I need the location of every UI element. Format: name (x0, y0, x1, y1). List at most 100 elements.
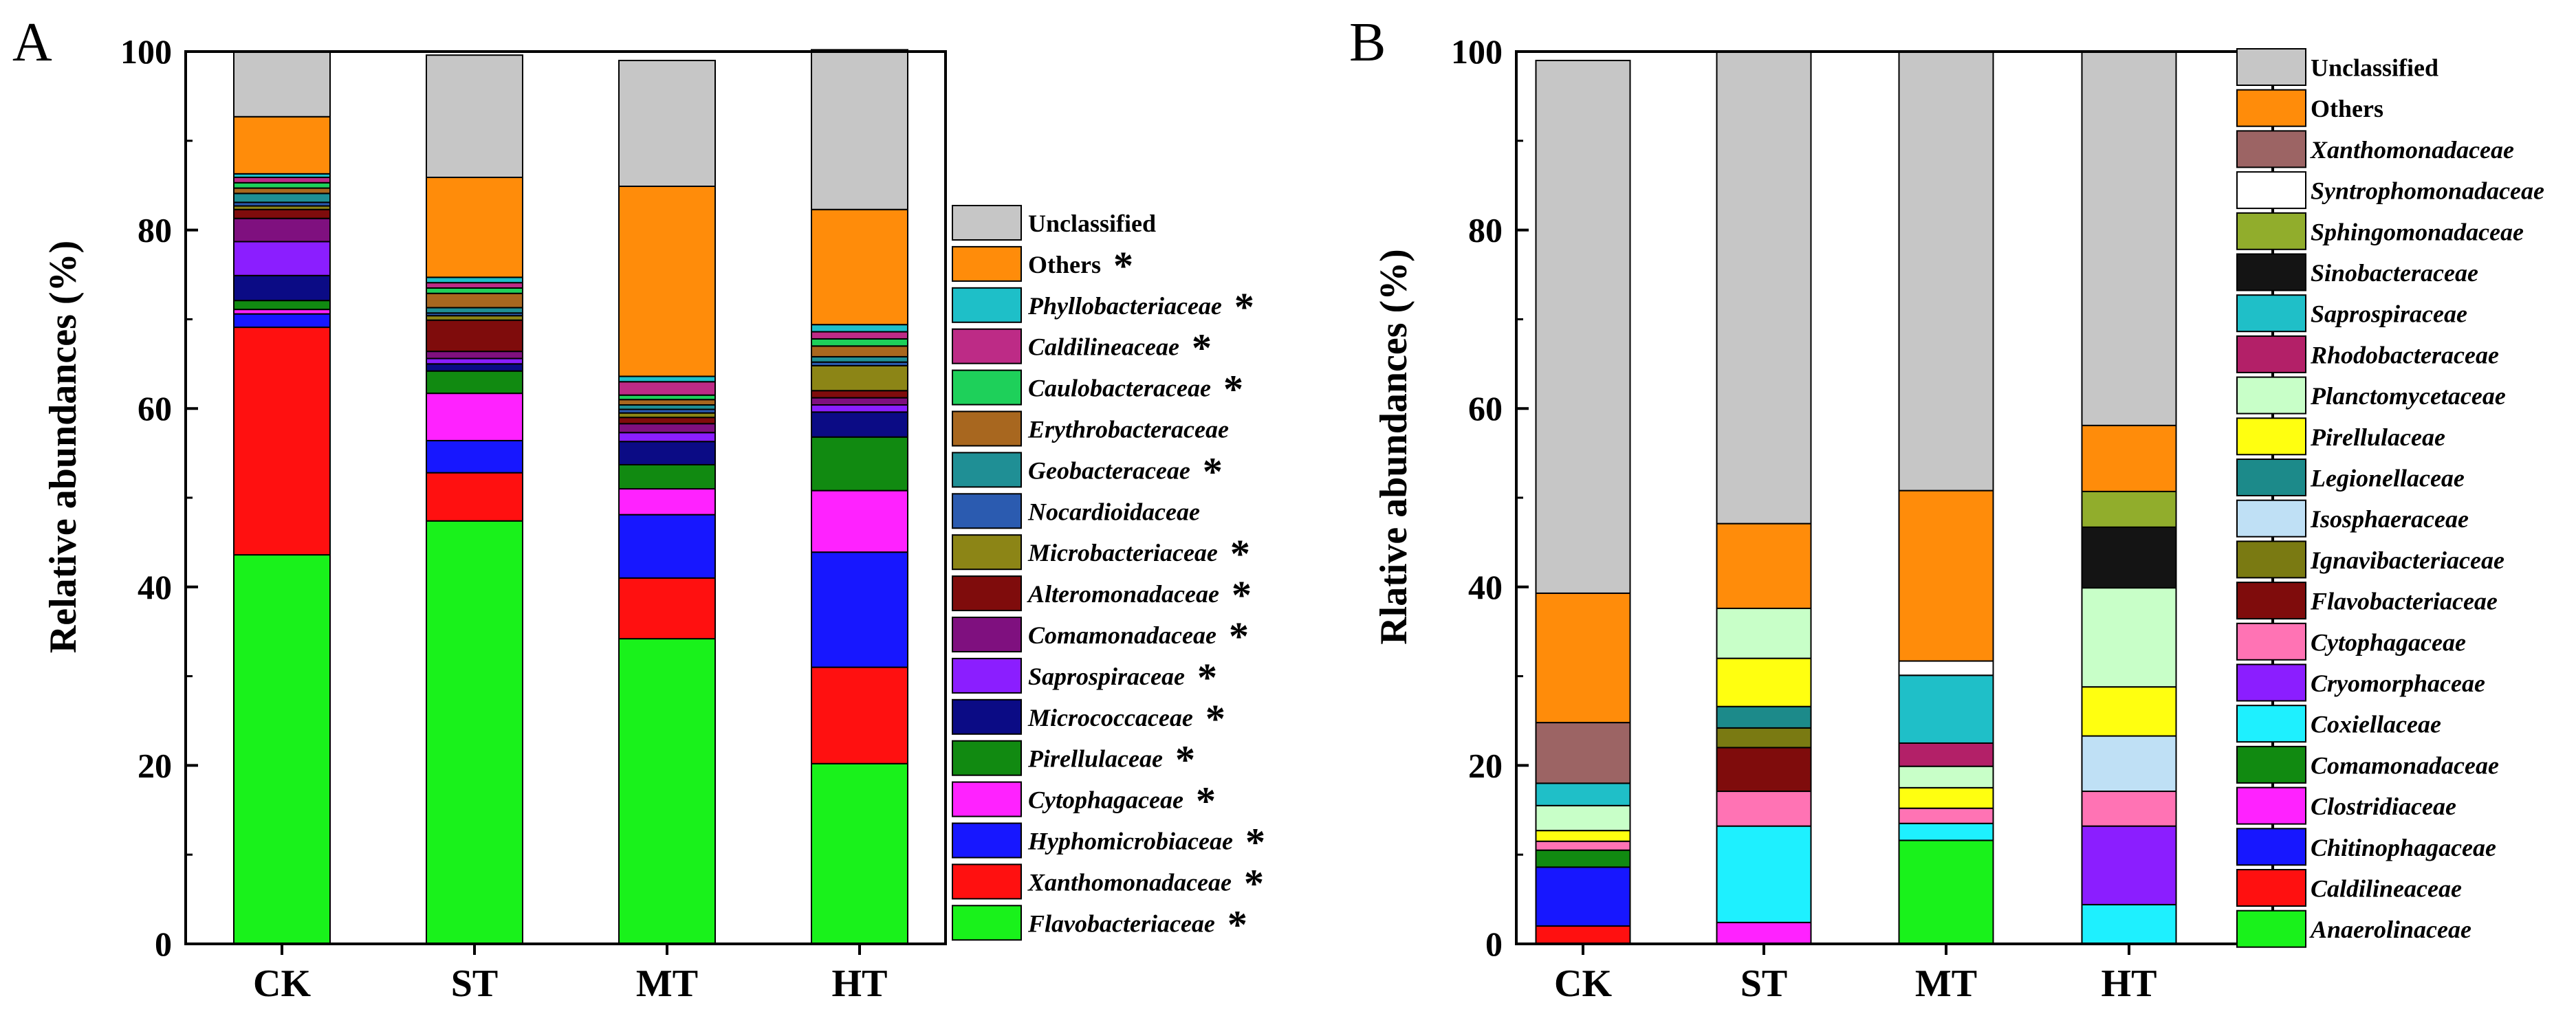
bar-segment-ck-others (233, 115, 331, 175)
legend-swatch (2236, 582, 2306, 620)
legend-label: Clostridiaceae (2311, 793, 2456, 820)
bar-segment-ck-geobacteraceae (233, 192, 331, 203)
bar-segment-mt-micrococcaceae (618, 441, 716, 465)
significance-star: * (1192, 326, 1212, 371)
legend-item-xanthomonadaceae: Xanthomonadaceae (2236, 130, 2514, 168)
legend-swatch (2236, 459, 2306, 496)
legend-label: Microbacteriaceae (1027, 539, 1218, 566)
significance-star: * (1245, 820, 1265, 865)
bar-segment-ck-pirellulaceae (1535, 830, 1631, 842)
significance-star: * (1232, 573, 1252, 617)
legend-label: Chitinophagaceae (2311, 834, 2496, 861)
legend-label: Unclassified (2311, 54, 2438, 82)
bar-segment-mt-xanthomonadaceae (618, 577, 716, 640)
legend-swatch (2236, 130, 2306, 168)
legend-item-chitinophagaceae: Chitinophagaceae (2236, 828, 2496, 866)
bar-segment-ck-planctomycetaceae (1535, 804, 1631, 832)
legend-item-nocardioidaceae: Nocardioidaceae (952, 493, 1200, 529)
legend-swatch (2236, 705, 2306, 743)
significance-star: * (1203, 449, 1223, 494)
bar-segment-ht-caulobacteraceae (811, 338, 908, 347)
legend-item-anaerolinaceae: Anaerolinaceae (2236, 910, 2471, 948)
legend-item-unclassified: Unclassified (952, 205, 1156, 241)
legend-swatch (2236, 622, 2306, 661)
legend-label: Unclassified (1028, 210, 1156, 237)
bar-segment-st-clostridiaceae (1716, 921, 1812, 945)
bar-segment-st-geobacteraceae (426, 307, 523, 314)
panel-b-bars (1535, 51, 2177, 945)
legend-item-isosphaeraceae: Isosphaeraceae (2236, 499, 2469, 538)
legend-swatch (2236, 212, 2306, 250)
legend-label: Coxiellaceae (2311, 711, 2441, 738)
bar-segment-mt-planctomycetaceae (1898, 765, 1994, 789)
legend-swatch (2236, 253, 2306, 291)
legend-item-caldilineaceae: Caldilineaceae * (952, 326, 1212, 371)
panel-b-legend: Unclassified Others Xanthomonadaceae Syntro… (2236, 48, 2544, 948)
legend-item-caldilineaceae: Caldilineaceae (2236, 869, 2462, 907)
legend-item-ignavibacteriaceae: Ignavibacteriaceae (2236, 540, 2504, 579)
bar-segment-ht-xanthomonadaceae (811, 666, 908, 764)
bar-segment-st-pirellulaceae (1716, 657, 1812, 707)
legend-label: Cytophagaceae (1028, 786, 1183, 814)
legend-item-cryomorphaceae: Cryomorphaceae (2236, 663, 2485, 702)
legend-swatch (952, 905, 1022, 941)
legend-label: Cryomorphaceae (2311, 670, 2485, 697)
bar-segment-st-caldilineaceae (426, 282, 523, 289)
bar-segment-ck-flavobacteriaceae (233, 554, 331, 945)
bar-segment-st-ignavibacteriaceae (1716, 727, 1812, 749)
bar-segment-st-flavobacteriaceae (1716, 747, 1812, 793)
legend-label: Sinobacteraceae (2311, 259, 2478, 287)
bar-segment-ck-hyphomicrobiaceae (233, 313, 331, 329)
significance-star: * (1196, 779, 1216, 824)
y-tick-label: 60 (1468, 389, 1503, 428)
bar-segment-st-flavobacteriaceae (426, 520, 523, 945)
legend-swatch (2236, 745, 2306, 784)
bar-segment-st-legionellaceae (1716, 705, 1812, 729)
legend-item-comamonadaceae: Comamonadaceae (2236, 745, 2499, 784)
bar-segment-ck-chitinophagaceae (1535, 866, 1631, 927)
legend-item-alteromonadaceae: Alteromonadaceae * (952, 573, 1252, 617)
legend-item-clostridiaceae: Clostridiaceae (2236, 786, 2456, 825)
bar-segment-ht-saprospiraceae (811, 404, 908, 413)
y-tick-label: 100 (1451, 32, 1503, 71)
bar-segment-st-alteromonadaceae (426, 319, 523, 353)
bar-segment-ht-flavobacteriaceae (811, 762, 908, 945)
legend-swatch (2236, 869, 2306, 907)
significance-star: * (1197, 655, 1217, 700)
bar-segment-ht-unclassified (811, 49, 908, 210)
legend-label: Hyphomicrobiaceae (1027, 828, 1233, 855)
bar-segment-ht-erythrobacteraceae (811, 345, 908, 357)
legend-swatch (952, 698, 1022, 735)
bar-segment-mt-erythrobacteraceae (618, 399, 716, 406)
legend-swatch (952, 328, 1022, 364)
legend-label: Others (1028, 251, 1101, 278)
legend-swatch (952, 863, 1022, 900)
bar-segment-ck-saprospiraceae (233, 241, 331, 276)
legend-swatch (2236, 48, 2306, 86)
legend-swatch (952, 822, 1022, 859)
legend-label: Syntrophomonadaceae (2311, 177, 2544, 205)
legend-label: Caldilineaceae (2311, 875, 2462, 903)
significance-star: * (1244, 861, 1264, 905)
bar-segment-st-phyllobacteriaceae (426, 276, 523, 284)
legend-label: Phyllobacteriaceae (1027, 292, 1222, 320)
bar-segment-mt-saprospiraceae (1898, 674, 1994, 744)
bar-segment-mt-alteromonadaceae (618, 417, 716, 425)
legend-label: Comamonadaceae (2311, 751, 2499, 779)
legend-label: Comamonadaceae (1028, 621, 1216, 649)
bar-segment-ht-microbacteriaceae (811, 364, 908, 392)
bar-segment-mt-unclassified (1898, 51, 1994, 492)
bar-segment-ht-phyllobacteriaceae (811, 324, 908, 333)
legend-item-others: Others (2236, 89, 2383, 127)
legend-item-microbacteriaceae: Microbacteriaceae * (952, 531, 1250, 576)
bar-segment-mt-flavobacteriaceae (618, 638, 716, 945)
legend-swatch (952, 657, 1022, 694)
bar-segment-ht-sphingomonadaceae (2081, 490, 2177, 528)
x-tick-label-st: ST (451, 962, 499, 1005)
bar-segment-ck-micrococcaceae (233, 274, 331, 302)
bar-segment-mt-caldilineaceae (618, 381, 716, 396)
bar-segment-ht-cytophagaceae (811, 489, 908, 553)
bar-segment-st-hyphomicrobiaceae (426, 439, 523, 474)
y-tick-label: 80 (138, 211, 172, 250)
